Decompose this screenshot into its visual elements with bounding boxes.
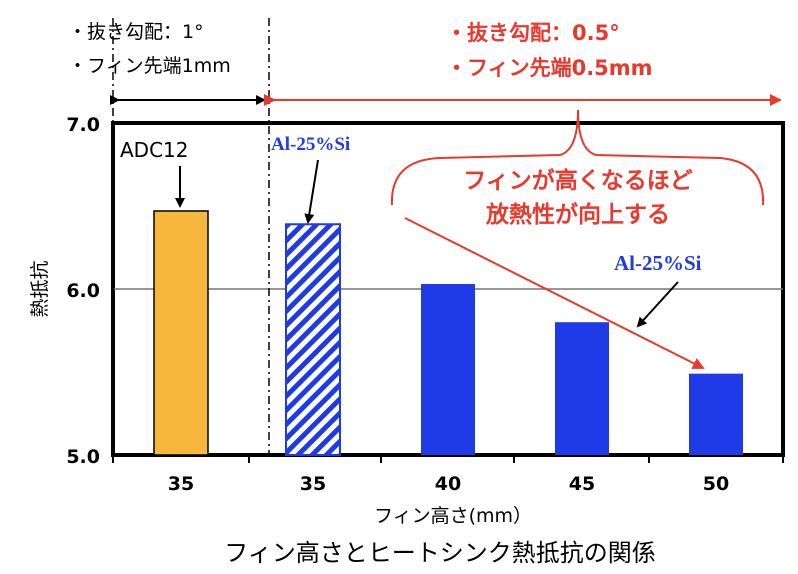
annotation-brace	[390, 109, 765, 206]
x-tick-label: 40	[435, 473, 461, 495]
x-tick-label: 50	[703, 473, 729, 495]
label-al-solid: Al-25%Si	[614, 251, 702, 275]
y-tick-label: 5.0	[66, 446, 100, 468]
condition-right-1: ・抜き勾配：0.5°	[446, 21, 620, 45]
y-axis-label: 熱抵抗	[29, 260, 51, 317]
condition-left-1: ・抜き勾配：1°	[68, 21, 204, 43]
arrow-al-solid	[636, 281, 679, 328]
annotation-line-2: 放熱性が向上する	[485, 201, 670, 228]
bar	[153, 210, 209, 456]
bar	[285, 223, 341, 456]
trend-arrow	[404, 217, 705, 369]
x-tick-label: 35	[300, 473, 326, 495]
condition-right-2: ・フィン先端0.5mm	[446, 56, 653, 80]
bars-group	[153, 210, 743, 456]
x-tick-labels: 35 35 40 45 50	[168, 473, 729, 495]
x-axis-label: フィン高さ(mm）	[374, 505, 532, 527]
x-tick-label: 45	[569, 473, 595, 495]
label-adc12: ADC12	[120, 138, 189, 162]
chart-title: フィン高さとヒートシンク熱抵抗の関係	[224, 539, 656, 567]
x-axis-ticks	[112, 455, 784, 463]
bar	[421, 284, 475, 455]
bar	[689, 373, 743, 455]
arrow-al-hatched	[304, 159, 319, 224]
condition-left-2: ・フィン先端1mm	[68, 55, 231, 77]
label-al-hatched: Al-25%Si	[271, 134, 350, 155]
bar	[555, 322, 609, 455]
annotation-line-1: フィンが高くなるほど	[463, 167, 693, 194]
y-tick-label: 7.0	[66, 114, 100, 136]
x-tick-label: 35	[168, 473, 194, 495]
y-tick-label: 6.0	[66, 280, 100, 302]
